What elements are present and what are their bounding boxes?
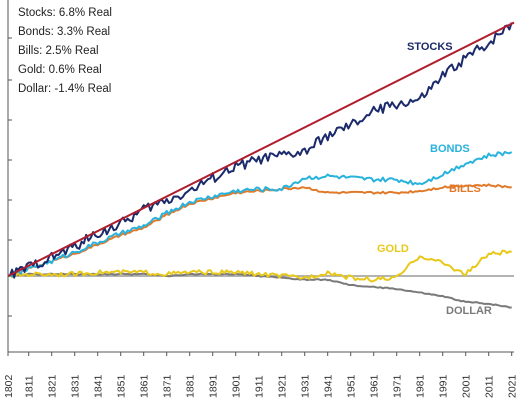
legend: Stocks: 6.8% Real Bonds: 3.3% Real Bills… [18,4,112,99]
series-layer [7,21,515,309]
legend-gold: Gold: 0.6% Real [18,64,102,76]
x-tick-label: 1841 [93,374,105,398]
x-tick-label: 1921 [277,374,289,398]
x-tick-label: 1911 [254,375,266,398]
x-tick-label: 1951 [346,374,358,398]
series-label-gold: GOLD [377,243,409,255]
x-tick-label: 2021 [507,374,518,398]
x-tick-label: 1851 [116,374,128,398]
x-tick-label: 1991 [438,374,450,398]
series-label-bonds: BONDS [430,143,470,155]
x-tick-label: 1961 [369,374,381,398]
legend-dollar: Dollar: -1.4% Real [18,83,112,95]
x-tick-label: 1891 [208,374,220,398]
x-tick-label: 1871 [162,374,174,398]
x-tick-label: 1971 [392,374,404,398]
x-tick-label: 2011 [484,375,496,398]
series-line-stocks [7,22,513,279]
x-tick-label: 1831 [70,374,82,398]
legend-bills: Bills: 2.5% Real [18,45,99,57]
x-tick-label: 1901 [231,374,243,398]
x-tick-label: 1941 [323,374,335,398]
x-tick-label: 1881 [185,374,197,398]
series-line-dollar [7,272,512,309]
series-line-bonds [7,150,513,278]
x-tick-label: 1802 [3,374,15,398]
series-label-bills: BILLS [449,183,481,195]
series-label-dollar: DOLLAR [446,305,492,317]
x-tick-label: 2001 [461,374,473,398]
trend-line [7,21,515,277]
axis-layer: 1802 1811 1821 1831 1841 1851 1861 1871 1881 1891… [3,0,518,398]
x-tick-label: 1821 [47,374,59,398]
x-tick-label: 1861 [139,374,151,398]
x-tick-label: 1981 [415,374,427,398]
label-layer: STOCKS BONDS BILLS GOLD DOLLAR [377,41,492,317]
legend-stocks: Stocks: 6.8% Real [18,7,112,19]
legend-bonds: Bonds: 3.3% Real [18,26,111,38]
series-line-gold [7,249,512,283]
x-tick-label: 1811 [24,375,36,398]
series-label-stocks: STOCKS [407,41,453,53]
series-line-bills [7,183,512,277]
x-tick-label: 1931 [300,374,312,398]
